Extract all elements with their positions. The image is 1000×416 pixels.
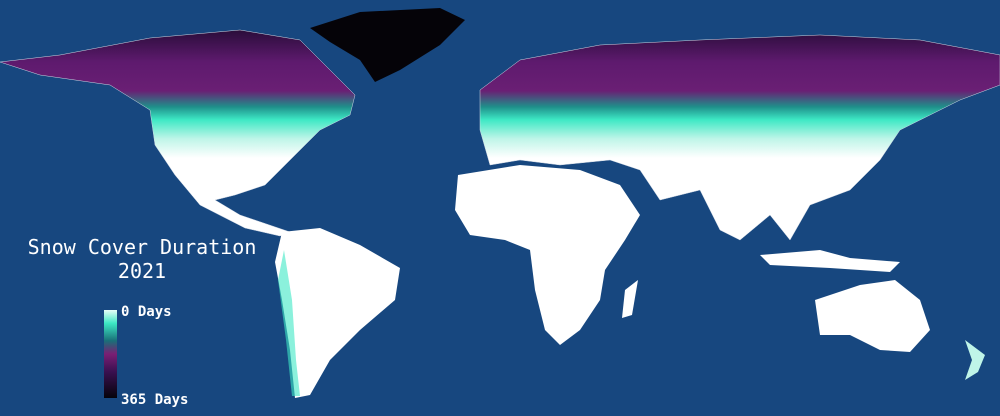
madagascar xyxy=(622,280,638,318)
legend-top-label: 0 Days xyxy=(121,304,172,320)
indonesia xyxy=(760,250,900,272)
color-bar xyxy=(104,310,117,398)
andes xyxy=(278,250,300,396)
north-america xyxy=(0,29,356,237)
map-title: Snow Cover Duration xyxy=(28,235,257,259)
new-zealand xyxy=(965,340,985,380)
australia xyxy=(815,280,930,352)
greenland xyxy=(310,8,465,82)
africa xyxy=(455,165,640,345)
south-america xyxy=(275,228,400,398)
legend-bottom-label: 365 Days xyxy=(121,392,188,408)
eurasia xyxy=(479,34,1000,241)
map-year: 2021 xyxy=(118,259,166,283)
